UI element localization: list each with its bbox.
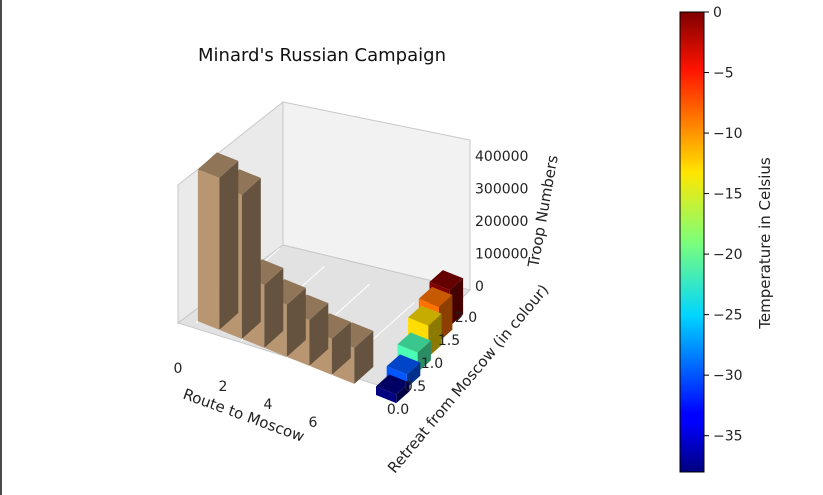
- colorbar-tick-label: −35: [713, 429, 743, 445]
- chart-title: Minard's Russian Campaign: [198, 45, 446, 66]
- bar-top-face: [429, 270, 464, 291]
- bar-top-face: [386, 354, 421, 375]
- y-tick-label: 1.5: [438, 333, 460, 349]
- bar-top-face: [397, 332, 431, 353]
- bar-side-face: [417, 340, 431, 373]
- bar-top-face: [408, 305, 442, 326]
- bar-top-face: [197, 152, 239, 178]
- bar-side-face: [396, 382, 410, 404]
- retreat-bar: [376, 374, 410, 404]
- y-tick-label: 0.0: [387, 402, 409, 418]
- bar-side-face: [241, 177, 261, 339]
- colorbar-tick-label: 0: [713, 5, 722, 21]
- colorbar-tick-label: −15: [713, 187, 743, 203]
- bar-side-face: [309, 303, 329, 366]
- bar-top-face: [418, 286, 453, 307]
- x-tick-label: 0: [174, 361, 183, 377]
- advance-bar: [197, 152, 239, 330]
- z-tick-label: 200000: [475, 214, 528, 230]
- colorbar: [679, 11, 705, 473]
- bar-side-face: [264, 267, 284, 348]
- y-tick-label: 0.5: [404, 379, 426, 395]
- bar-side-face: [439, 295, 453, 342]
- colorbar-tick-label: −20: [713, 247, 743, 263]
- colorbar-tick-label: −5: [713, 66, 734, 82]
- colorbar-tick-label: −10: [713, 126, 743, 142]
- colorbar-tick-label: −25: [713, 308, 743, 324]
- y-tick-label: 1.0: [421, 356, 443, 372]
- axis-ticks: 0 2 4 6 0.0 0.5 1.0 1.5 2.0 0 100000 200000 300000 40…: [174, 149, 529, 431]
- z-tick-label: 300000: [475, 182, 528, 198]
- z-tick-label: 100000: [475, 247, 528, 263]
- z-tick-label: 400000: [475, 149, 528, 165]
- advance-bars: [197, 152, 374, 384]
- bar-side-face: [428, 313, 442, 357]
- z-tick-label: 0: [475, 279, 484, 295]
- z-axis-label: Troop Numbers: [524, 153, 562, 269]
- x-tick-label: 4: [264, 397, 273, 413]
- bar-side-face: [406, 362, 421, 388]
- bar-side-face: [286, 287, 306, 357]
- colorbar-label: Temperature in Celsius: [756, 157, 774, 330]
- bar-top-face: [376, 374, 410, 395]
- colorbar-ticks: 0 −5 −10 −15 −20 −25 −30 −35: [704, 5, 743, 445]
- retreat-bars: [376, 270, 464, 404]
- x-axis-label: Route to Moscow: [181, 385, 307, 446]
- colorbar-tick-label: −30: [713, 368, 743, 384]
- bar-front-face: [376, 386, 397, 404]
- bar-side-face: [331, 321, 351, 375]
- bar-side-face: [354, 330, 374, 384]
- bar-side-face: [219, 160, 239, 330]
- bar-side-face: [449, 278, 464, 327]
- x-tick-label: 2: [219, 379, 228, 395]
- bar-front-face: [197, 169, 220, 330]
- y-tick-label: 2.0: [455, 310, 477, 326]
- x-tick-label: 6: [309, 415, 318, 431]
